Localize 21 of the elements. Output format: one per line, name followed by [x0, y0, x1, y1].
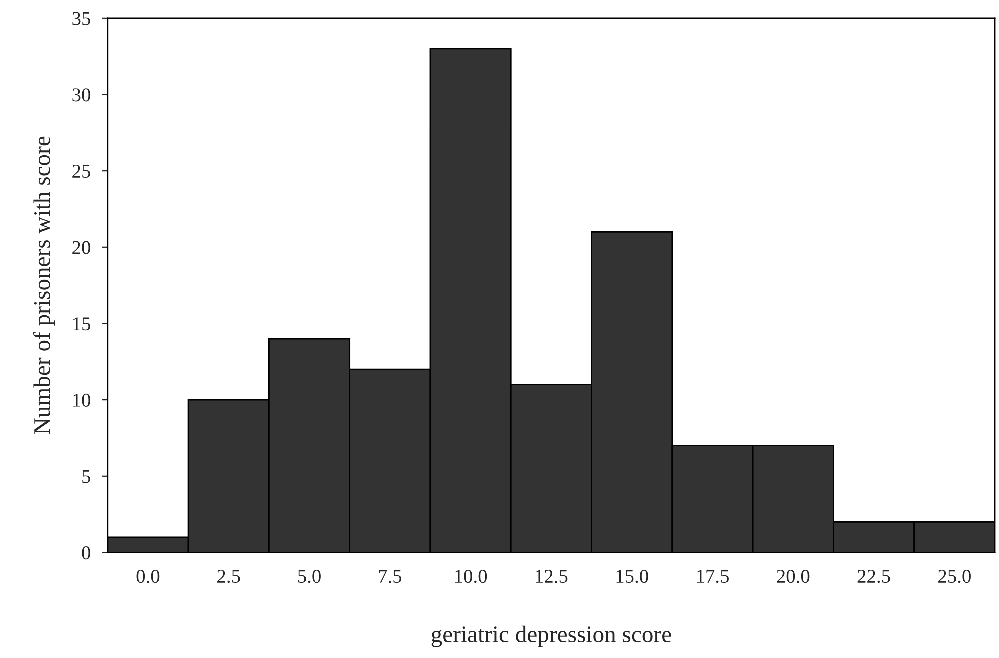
y-tick-label: 30: [72, 88, 90, 102]
x-tick-label: 10.0: [456, 570, 488, 584]
y-tick-label: 35: [72, 12, 90, 26]
x-tick-label: 25.0: [938, 570, 971, 584]
x-tick-label: 15.0: [616, 570, 648, 584]
x-tick-label: 12.5: [536, 570, 568, 584]
x-tick-label: 0.0: [136, 570, 160, 584]
x-tick-label: 17.5: [697, 570, 729, 584]
y-tick-label: 0: [82, 546, 90, 560]
y-tick-label: 10: [73, 394, 90, 407]
x-tick-label: 5.0: [298, 570, 321, 584]
x-tick-label: 22.5: [858, 570, 890, 584]
y-tick-label: 25: [72, 164, 90, 178]
y-tick-label: 15: [73, 318, 90, 331]
y-axis-title: Number of prisoners with score: [33, 136, 56, 434]
y-tick-label: 5: [82, 470, 90, 484]
x-tick-label: 2.5: [218, 570, 240, 584]
x-axis-title: geriatric depression score: [432, 626, 672, 648]
x-tick-label: 7.5: [379, 570, 402, 584]
x-tick-label: 20.0: [777, 570, 810, 584]
y-tick-label: 20: [72, 241, 90, 254]
